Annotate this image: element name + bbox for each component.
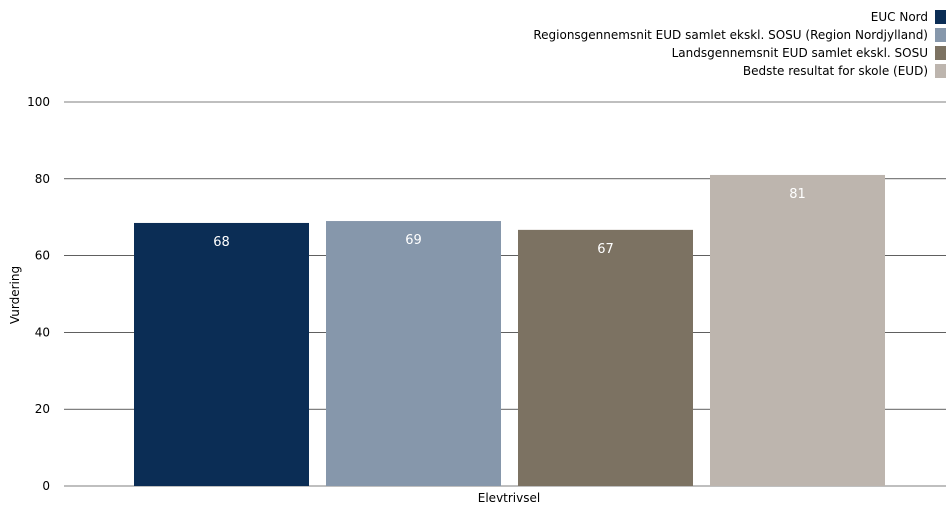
legend-swatch [935, 64, 946, 78]
y-tick-label: 20 [35, 402, 50, 416]
legend-entry-label: Bedste resultat for skole (EUD) [743, 64, 928, 78]
legend-swatch [935, 46, 946, 60]
data-label: 67 [597, 242, 614, 257]
legend-swatch [935, 10, 946, 24]
legend-entry-label: Landsgennemsnit EUD samlet ekskl. SOSU [672, 46, 928, 60]
bar [710, 174, 885, 486]
y-tick-label: 40 [35, 325, 50, 339]
data-label: 69 [405, 233, 422, 248]
y-tick-label: 80 [35, 172, 50, 186]
y-tick-label: 60 [35, 249, 50, 263]
legend: EUC Nord Regionsgennemsnit EUD samlet eks… [533, 10, 946, 78]
bar [518, 229, 693, 486]
legend-entry-label: Regionsgennemsnit EUD samlet ekskl. SOSU… [533, 28, 928, 42]
y-tick-label: 100 [27, 95, 50, 109]
data-label: 81 [789, 187, 806, 202]
y-axis-ticks: 0 20 40 60 80 100 [27, 95, 50, 493]
bar [326, 221, 501, 487]
bars [134, 174, 885, 487]
bar [134, 222, 309, 486]
y-axis-label: Vurdering [8, 266, 22, 324]
legend-entry-label: EUC Nord [871, 10, 928, 24]
data-labels: 68 69 67 81 [213, 187, 806, 257]
data-label: 68 [213, 235, 230, 250]
x-axis-label: Elevtrivsel [478, 491, 540, 505]
y-tick-label: 0 [42, 479, 50, 493]
legend-swatch [935, 28, 946, 42]
